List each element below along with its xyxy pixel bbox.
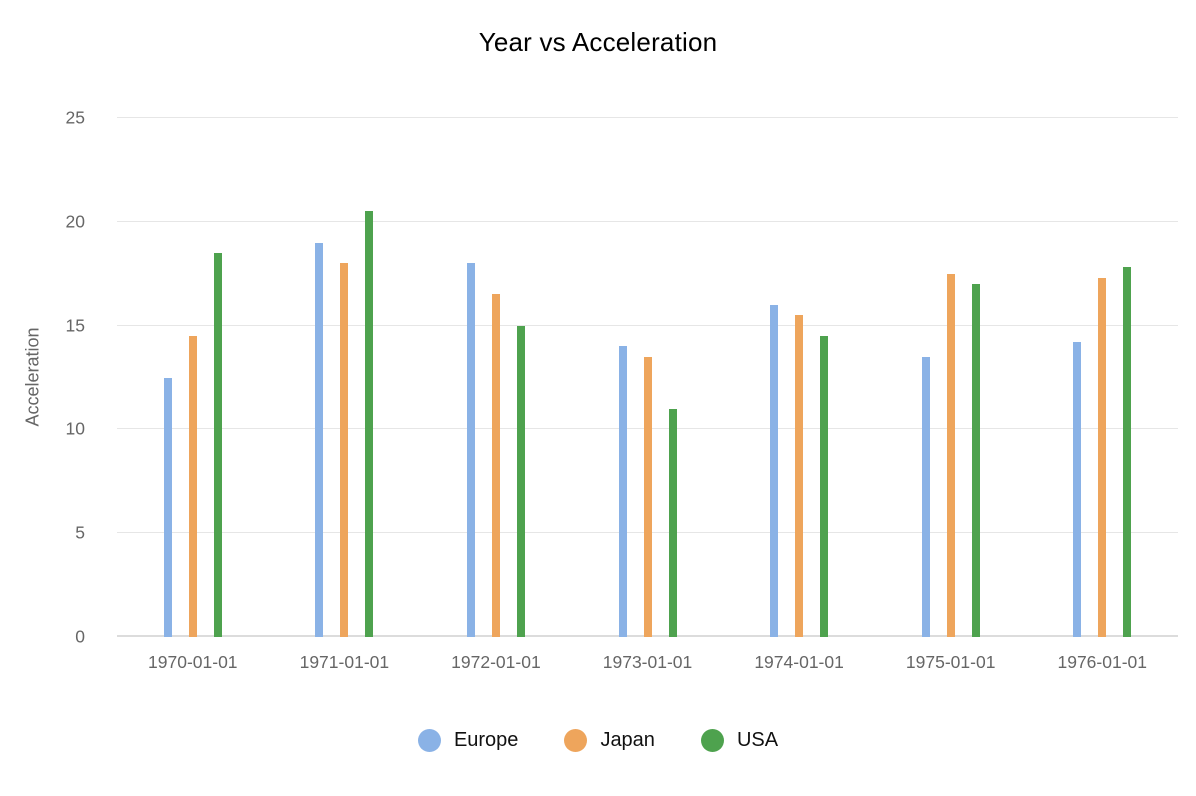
bar-europe-1972-01-01 — [466, 263, 475, 637]
x-tick-label-1974-01-01: 1974-01-01 — [754, 652, 844, 672]
bar-usa-1974-01-01 — [820, 335, 829, 637]
bar-group-1970-01-01 — [117, 118, 269, 637]
y-axis-title: Acceleration — [22, 327, 43, 427]
bar-japan-1971-01-01 — [340, 263, 349, 637]
bar-usa-1975-01-01 — [971, 284, 980, 637]
bar-europe-1975-01-01 — [921, 356, 930, 637]
y-tick-label-10: 10 — [65, 418, 85, 439]
bar-group-1973-01-01 — [572, 118, 724, 637]
bar-group-1974-01-01 — [723, 118, 875, 637]
gridline-y-20 — [117, 220, 1178, 222]
y-tick-label-25: 25 — [65, 107, 85, 128]
bar-europe-1970-01-01 — [163, 377, 172, 637]
bar-usa-1973-01-01 — [668, 408, 677, 637]
bar-japan-1972-01-01 — [491, 294, 500, 637]
bar-japan-1976-01-01 — [1098, 277, 1107, 637]
x-tick-label-1970-01-01: 1970-01-01 — [148, 652, 238, 672]
legend-item-japan[interactable]: Japan — [564, 729, 655, 752]
bar-group-1972-01-01 — [420, 118, 572, 637]
x-tick-label-1976-01-01: 1976-01-01 — [1057, 652, 1148, 672]
bar-group-1976-01-01 — [1026, 118, 1178, 637]
bar-europe-1974-01-01 — [770, 304, 779, 637]
legend-item-europe[interactable]: Europe — [417, 729, 519, 752]
x-tick-label-1971-01-01: 1971-01-01 — [299, 652, 390, 672]
gridline-y-15 — [117, 324, 1178, 326]
plot-area: 0 5 10 15 20 25 — [66, 108, 1178, 647]
y-tick-label-5: 5 — [75, 522, 85, 543]
bar-japan-1974-01-01 — [795, 315, 804, 637]
bar-group-1975-01-01 — [875, 118, 1027, 637]
bar-europe-1973-01-01 — [618, 346, 627, 637]
x-axis-labels: 1970-01-01 1971-01-01 1972-01-01 1973-01-01… — [117, 652, 1178, 673]
bar-usa-1976-01-01 — [1123, 267, 1132, 637]
y-tick-label-15: 15 — [65, 315, 85, 336]
legend-label-europe: Europe — [453, 729, 519, 751]
legend-swatch-japan — [564, 729, 588, 752]
bar-europe-1976-01-01 — [1073, 342, 1082, 637]
bar-europe-1971-01-01 — [315, 242, 324, 637]
legend-swatch-europe — [417, 729, 441, 752]
bar-usa-1971-01-01 — [365, 211, 374, 637]
chart-title: Year vs Acceleration — [478, 27, 718, 57]
y-tick-label-20: 20 — [65, 211, 85, 232]
bar-japan-1970-01-01 — [188, 335, 197, 637]
legend-swatch-usa — [700, 729, 724, 752]
bar-usa-1970-01-01 — [213, 252, 222, 637]
legend-label-japan: Japan — [600, 729, 655, 751]
gridline-y-25 — [117, 117, 1178, 118]
x-tick-label-1975-01-01: 1975-01-01 — [905, 652, 996, 672]
bar-japan-1973-01-01 — [643, 356, 652, 637]
bar-groups — [117, 118, 1178, 637]
x-tick-label-1973-01-01: 1973-01-01 — [602, 652, 693, 672]
y-tick-label-0: 0 — [75, 626, 85, 647]
bar-japan-1975-01-01 — [946, 273, 955, 637]
legend-item-usa[interactable]: USA — [700, 729, 779, 752]
bar-group-1971-01-01 — [269, 118, 421, 637]
legend-label-usa: USA — [736, 729, 779, 751]
legend: Europe Japan USA — [0, 729, 1196, 752]
bar-usa-1972-01-01 — [516, 325, 525, 637]
x-tick-label-1972-01-01: 1972-01-01 — [451, 652, 541, 672]
